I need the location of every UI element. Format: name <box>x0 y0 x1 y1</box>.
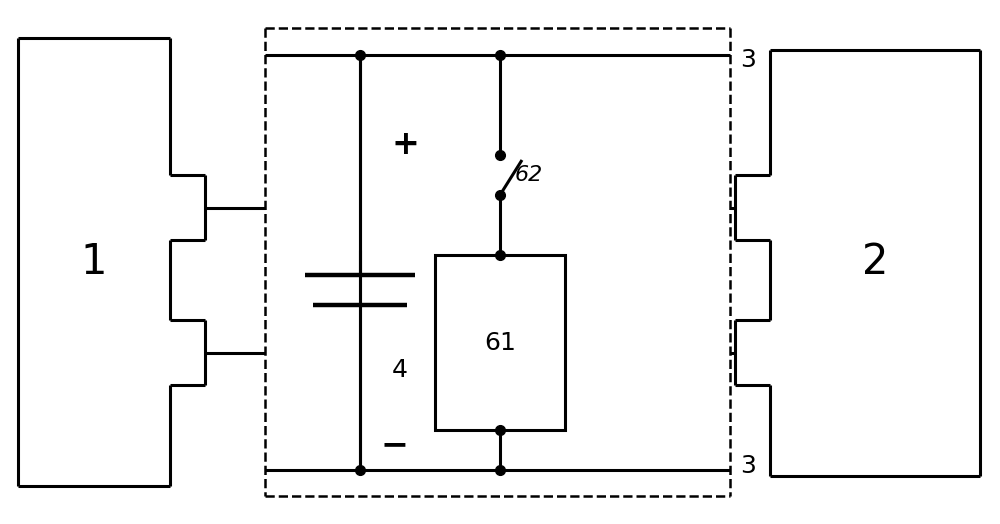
Text: 61: 61 <box>484 331 516 355</box>
Text: 4: 4 <box>392 358 408 382</box>
Text: −: − <box>381 429 409 462</box>
Text: 1: 1 <box>81 241 107 283</box>
Text: 2: 2 <box>862 241 888 283</box>
Text: 3: 3 <box>740 48 756 72</box>
Text: 3: 3 <box>740 454 756 478</box>
Bar <box>435 255 565 430</box>
Text: +: + <box>391 128 419 161</box>
Text: 62: 62 <box>515 165 543 185</box>
